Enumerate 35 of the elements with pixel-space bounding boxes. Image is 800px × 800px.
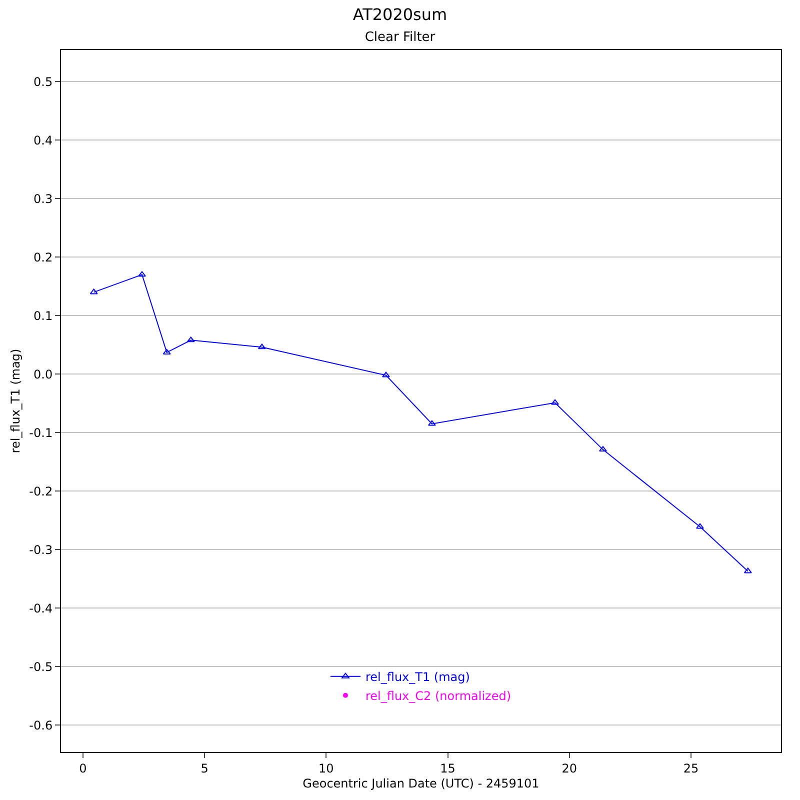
point [744, 568, 752, 574]
y-tick-label: -0.3 [29, 542, 53, 557]
y-tick-label: 0.0 [34, 367, 53, 382]
x-tick-label: 0 [79, 761, 87, 776]
point [186, 336, 195, 342]
point [551, 399, 559, 405]
y-tick-label: 0.2 [34, 250, 53, 264]
point [696, 523, 704, 529]
point [428, 420, 436, 426]
y-tick-label: 0.3 [34, 192, 53, 206]
y-axis-title: rel_flux_T1 (mag) [8, 348, 22, 454]
y-tick-label: -0.1 [29, 426, 53, 440]
x-axis-title: Geocentric Julian Date (UTC) - 2459101 [302, 776, 540, 790]
legend-label: rel_flux_T1 (mag) [366, 670, 470, 684]
point [138, 271, 146, 277]
chart-subtitle: Clear Filter [364, 30, 436, 45]
y-tick-label: -0.2 [29, 484, 53, 498]
y-tick-label: -0.6 [29, 718, 53, 732]
x-tick-label: 15 [440, 761, 456, 776]
point [258, 344, 266, 350]
point [90, 288, 98, 294]
chart-title: AT2020sum [352, 5, 448, 24]
y-tick-label: -0.4 [29, 601, 53, 616]
legend-label: rel_flux_C2 (normalized) [366, 689, 512, 704]
y-tick-label: 0.5 [34, 74, 53, 89]
point [162, 348, 171, 354]
y-tick-label: 0.4 [34, 133, 53, 148]
x-tick-label: 5 [200, 761, 208, 776]
y-tick-label: -0.5 [29, 660, 53, 674]
x-tick-label: 20 [562, 761, 578, 776]
point [598, 446, 607, 452]
x-tick-label: 25 [683, 761, 699, 776]
y-tick-label: 0.1 [34, 308, 53, 323]
point [382, 372, 390, 378]
x-tick-label: 10 [318, 761, 334, 776]
